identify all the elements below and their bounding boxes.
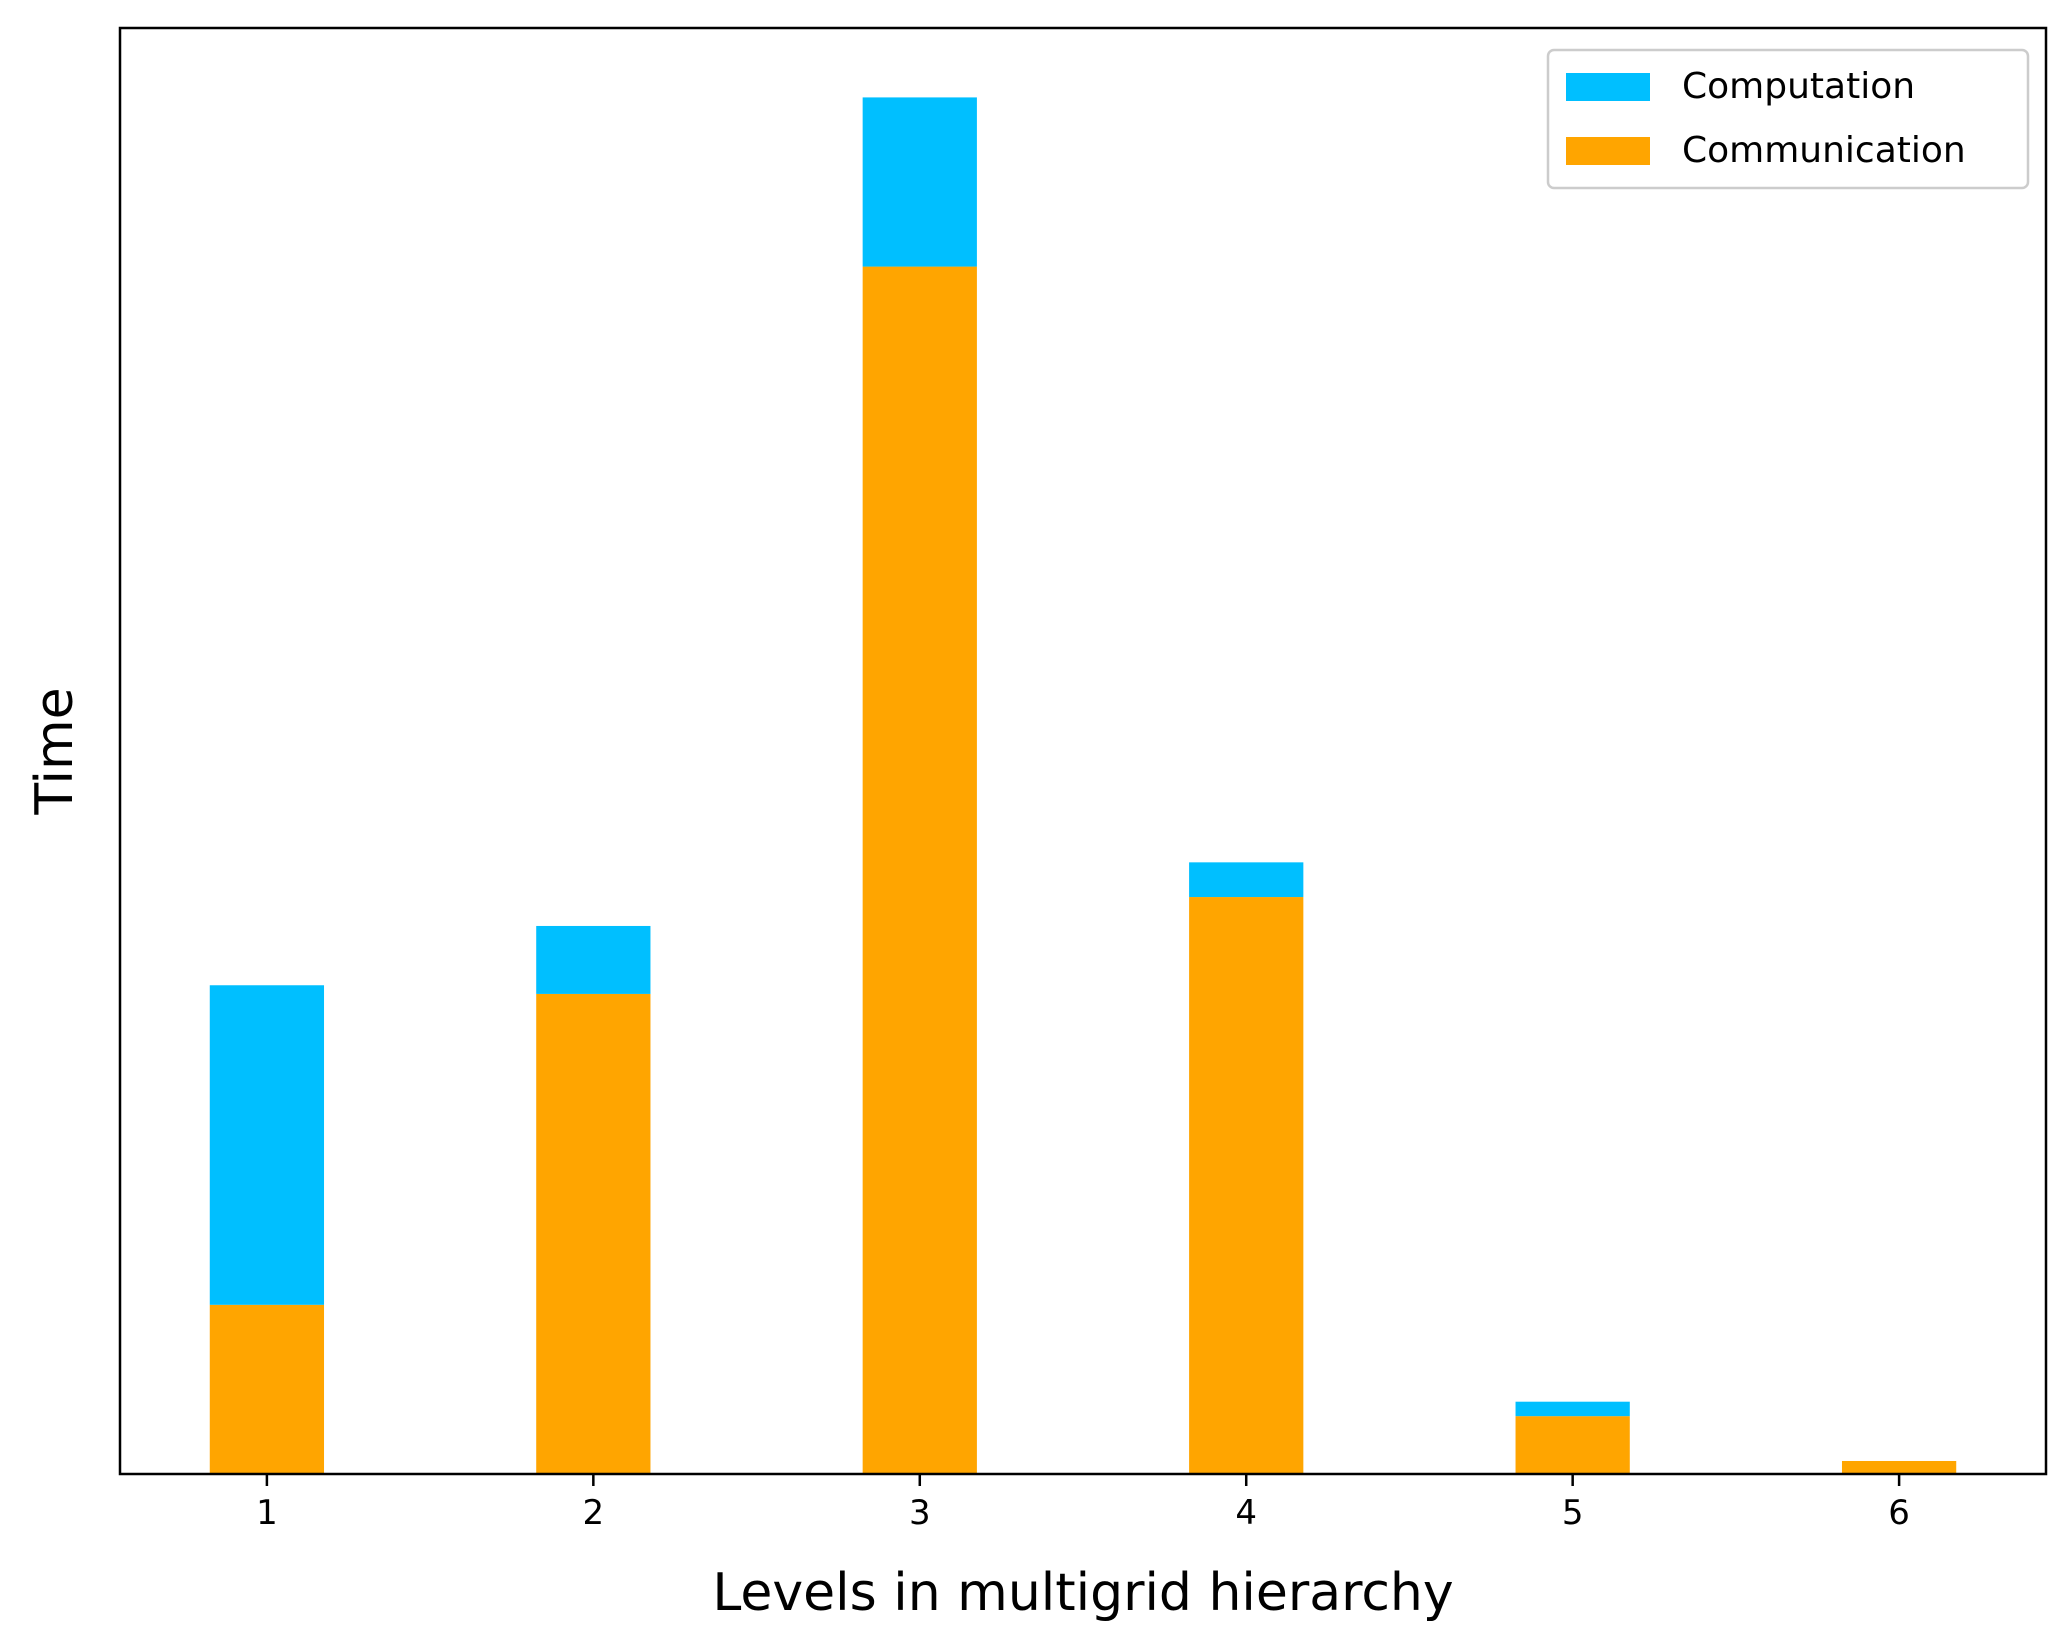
plot-area-frame (118, 26, 2048, 1476)
bar-computation-level-3 (862, 97, 977, 267)
x-tick-label: 3 (909, 1493, 931, 1533)
bar-computation-level-4 (1189, 862, 1304, 898)
bar-computation-level-5 (1515, 1401, 1630, 1417)
bar-communication-level-5 (1515, 1416, 1630, 1474)
y-axis-label: Time (25, 687, 85, 815)
legend-label-computation: Computation (1682, 66, 1915, 107)
legend: Computation Communication (1546, 48, 2030, 190)
x-tick-label: 6 (1888, 1493, 1910, 1533)
legend-swatch-communication (1566, 137, 1650, 165)
bar-communication-level-1 (209, 1304, 325, 1474)
legend-swatch-computation (1566, 73, 1650, 101)
bar-computation-level-2 (536, 925, 651, 994)
x-tick-label: 1 (256, 1493, 278, 1533)
x-axis-label: Levels in multigrid hierarchy (712, 1563, 1453, 1623)
x-tick-label: 4 (1235, 1493, 1257, 1533)
legend-box (1546, 48, 2030, 190)
x-tick-label: 5 (1562, 1493, 1584, 1533)
bar-computation-level-1 (209, 985, 325, 1305)
x-tick-label: 2 (583, 1493, 605, 1533)
x-axis-ticks: 1 2 3 4 5 6 (256, 1474, 1910, 1533)
bar-communication-level-3 (862, 266, 977, 1475)
bar-communication-level-2 (536, 993, 651, 1474)
bars-group (209, 97, 1957, 1475)
bar-communication-level-6 (1841, 1460, 1957, 1474)
legend-label-communication: Communication (1682, 130, 1966, 171)
bar-communication-level-4 (1189, 897, 1304, 1474)
